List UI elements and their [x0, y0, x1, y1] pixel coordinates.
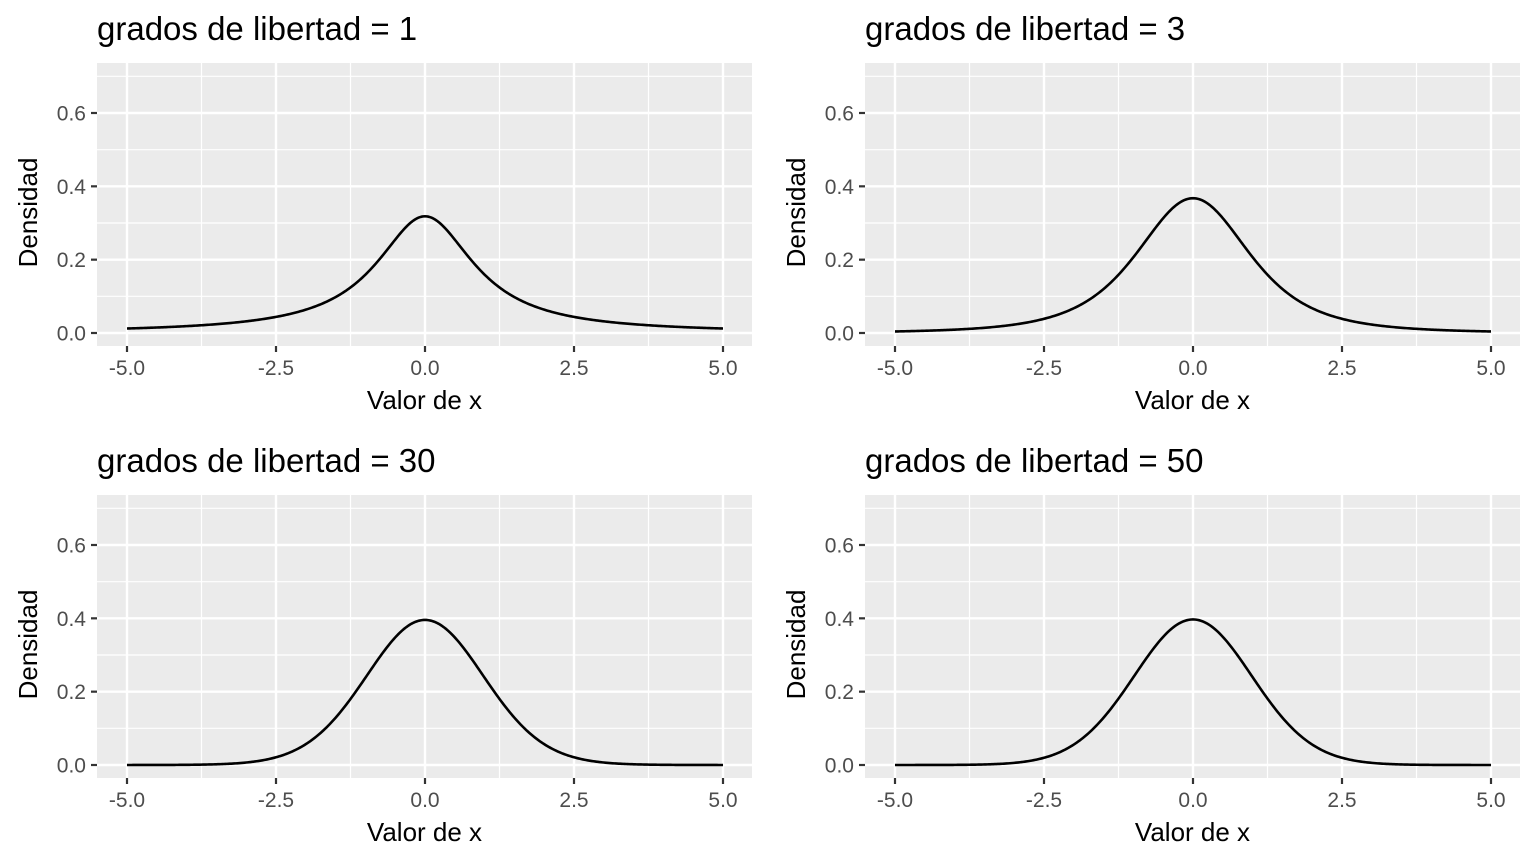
x-tick-label: 5.0	[1476, 789, 1505, 812]
x-tick-label: 2.5	[1327, 789, 1356, 812]
y-tick-label: 0.2	[825, 249, 854, 272]
x-tick-label: -2.5	[1026, 357, 1062, 380]
panel-4: grados de libertad = 50 0.0 0.2 0.4 0.6 -5.0 -…	[781, 442, 1520, 847]
x-tick-label: 2.5	[559, 357, 588, 380]
x-tick-label: 0.0	[410, 789, 439, 812]
x-tick-label: -5.0	[109, 357, 145, 380]
x-axis-label: Valor de x	[1135, 385, 1250, 415]
y-axis-label: Densidad	[781, 158, 811, 268]
y-axis-label: Densidad	[13, 590, 43, 700]
panel-1: grados de libertad = 1 0.0 0.2 0.4 0.6 -5.0 -2…	[13, 10, 752, 415]
y-tick-label: 0.4	[825, 608, 855, 631]
y-tick-label: 0.6	[825, 534, 854, 557]
y-tick-label: 0.0	[825, 755, 854, 778]
y-tick-label: 0.2	[57, 249, 86, 272]
y-tick-label: 0.6	[825, 102, 854, 125]
x-tick-label: 0.0	[1178, 357, 1207, 380]
x-tick-label: 2.5	[559, 789, 588, 812]
panel-title: grados de libertad = 3	[865, 10, 1185, 47]
y-tick-label: 0.6	[57, 534, 86, 557]
y-tick-label: 0.4	[57, 176, 87, 199]
y-axis-label: Densidad	[781, 590, 811, 700]
x-tick-label: -5.0	[109, 789, 145, 812]
panel-2: grados de libertad = 3 0.0 0.2 0.4 0.6 -5.0 -2…	[781, 10, 1520, 415]
y-tick-label: 0.0	[57, 323, 86, 346]
x-axis-label: Valor de x	[367, 817, 482, 847]
y-axis-label: Densidad	[13, 158, 43, 268]
y-tick-label: 0.4	[825, 176, 855, 199]
panel-title: grados de libertad = 1	[97, 10, 417, 47]
x-tick-label: 5.0	[708, 789, 737, 812]
x-tick-label: -2.5	[258, 789, 294, 812]
y-tick-label: 0.6	[57, 102, 86, 125]
panel-3: grados de libertad = 30 0.0 0.2 0.4 0.6 -5.0 -…	[13, 442, 752, 847]
x-axis-label: Valor de x	[1135, 817, 1250, 847]
x-tick-label: 0.0	[410, 357, 439, 380]
density-curve	[894, 196, 1492, 333]
density-curve	[894, 618, 1492, 767]
y-tick-label: 0.0	[57, 755, 86, 778]
x-tick-label: 5.0	[708, 357, 737, 380]
x-tick-label: -5.0	[877, 357, 913, 380]
panel-title: grados de libertad = 30	[97, 442, 436, 479]
x-tick-label: 5.0	[1476, 357, 1505, 380]
y-tick-label: 0.4	[57, 608, 87, 631]
y-tick-label: 0.2	[57, 681, 86, 704]
density-curve	[126, 214, 724, 330]
y-tick-label: 0.2	[825, 681, 854, 704]
panel-title: grados de libertad = 50	[865, 442, 1204, 479]
x-tick-label: 2.5	[1327, 357, 1356, 380]
x-axis-label: Valor de x	[367, 385, 482, 415]
x-tick-label: -2.5	[258, 357, 294, 380]
y-tick-label: 0.0	[825, 323, 854, 346]
x-tick-label: 0.0	[1178, 789, 1207, 812]
density-curve	[127, 618, 723, 767]
x-tick-label: -2.5	[1026, 789, 1062, 812]
x-tick-label: -5.0	[877, 789, 913, 812]
